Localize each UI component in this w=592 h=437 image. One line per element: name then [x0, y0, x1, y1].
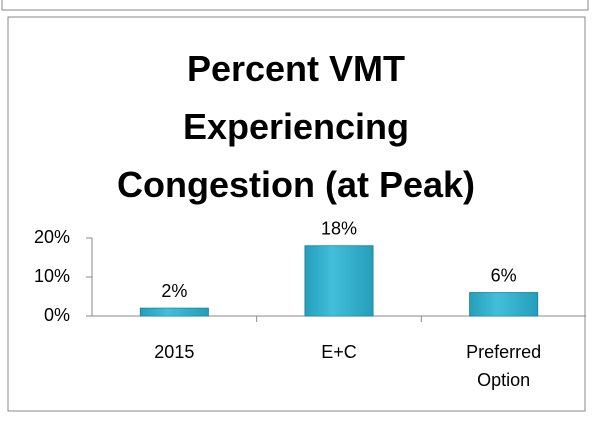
- prev-frame: [1, 0, 589, 11]
- y-tick-label: 20%: [34, 227, 70, 247]
- bar-shine: [305, 245, 373, 316]
- y-tick-label: 10%: [34, 266, 70, 286]
- value-label: 18%: [321, 219, 357, 239]
- x-tick-label: E+C: [321, 342, 357, 362]
- bar-shine: [140, 308, 209, 316]
- x-tick-label: Preferred Option: [466, 342, 542, 390]
- x-tick-label: 2015: [154, 342, 195, 362]
- y-tick-label: 0%: [44, 305, 70, 325]
- chart-frame: [7, 16, 586, 412]
- value-label: 2%: [161, 281, 187, 301]
- bar-shine: [469, 292, 538, 316]
- chart-title: Percent VMT Experiencing Congestion (at …: [116, 48, 476, 205]
- value-label: 6%: [491, 265, 517, 285]
